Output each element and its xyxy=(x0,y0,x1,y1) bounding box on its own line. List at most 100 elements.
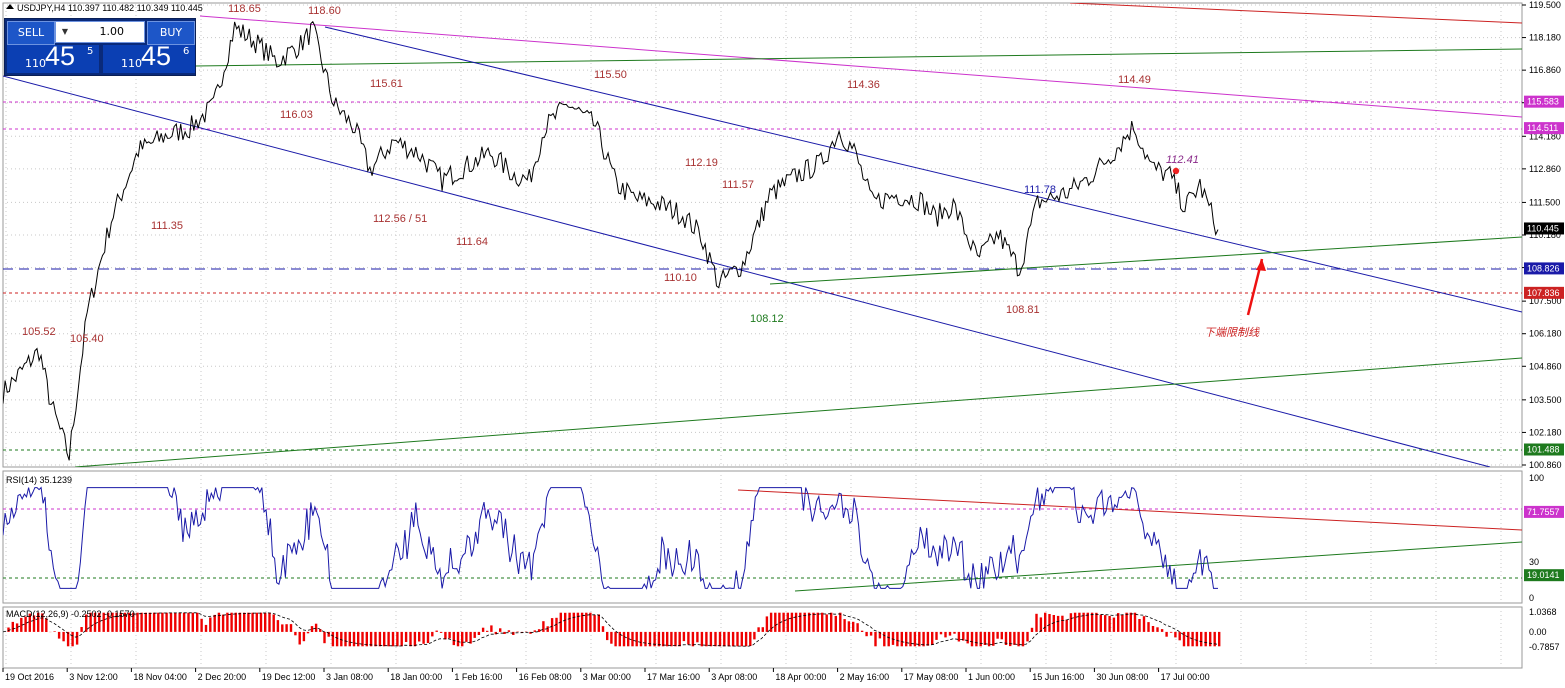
macd-bar xyxy=(71,631,74,647)
buy-price-quote[interactable]: 110 45 6 xyxy=(103,41,195,73)
macd-bar xyxy=(1218,631,1221,647)
macd-bar xyxy=(926,631,930,646)
macd-bar xyxy=(57,631,61,639)
macd-bar xyxy=(1056,615,1060,632)
macd-bar xyxy=(1090,612,1094,632)
macd-bar xyxy=(1174,631,1177,638)
macd-bar xyxy=(136,612,139,632)
blue-channel-lower-line[interactable] xyxy=(3,75,1491,467)
time-tick-label: 17 Mar 16:00 xyxy=(647,672,700,682)
red-resistance-line[interactable] xyxy=(1069,3,1522,24)
macd-bar xyxy=(799,612,802,632)
sell-price-quote[interactable]: 110 45 5 xyxy=(7,41,99,73)
macd-bar xyxy=(962,631,965,641)
macd-bar xyxy=(302,631,306,642)
macd-bar xyxy=(896,631,899,647)
macd-bar xyxy=(585,612,588,632)
macd-bar xyxy=(507,630,511,632)
macd-bar xyxy=(714,631,717,647)
macd-bar xyxy=(1209,631,1212,647)
macd-bar xyxy=(635,631,638,647)
macd-bar xyxy=(106,612,110,632)
price-tick-label: 110.180 xyxy=(1529,230,1561,240)
macd-bar xyxy=(157,612,160,632)
time-tick-label: 17 May 08:00 xyxy=(904,672,959,682)
macd-bar xyxy=(761,627,764,632)
rsi-green-trendline[interactable] xyxy=(794,541,1522,592)
price-tick-label: 111.500 xyxy=(1529,197,1560,207)
macd-bar xyxy=(111,612,114,632)
macd-bar xyxy=(718,631,722,647)
macd-bar xyxy=(869,631,873,636)
macd-bar xyxy=(85,614,88,632)
lot-size-field[interactable]: ▼ 1.00 xyxy=(55,21,145,43)
macd-bar xyxy=(744,631,748,647)
annotation-105-40: 105.40 xyxy=(70,333,104,345)
macd-bar xyxy=(1121,614,1124,632)
macd-bar xyxy=(1009,631,1012,647)
macd-bar xyxy=(340,631,343,647)
price-tag-box xyxy=(1524,443,1564,456)
annotation-105-52: 105.52 xyxy=(22,326,56,338)
macd-bar xyxy=(860,630,864,632)
macd-bar xyxy=(255,612,258,632)
symbol-menu-triangle-icon[interactable] xyxy=(6,4,14,9)
green-upper-line[interactable] xyxy=(194,48,1522,67)
buy-button[interactable]: BUY xyxy=(147,21,195,45)
macd-bar xyxy=(1142,616,1146,632)
rsi-axis[interactable]: 100 30 0 71.7557 19.0141 xyxy=(1524,473,1564,603)
macd-bar xyxy=(1191,631,1194,647)
macd-bar xyxy=(344,631,347,647)
macd-bar xyxy=(413,631,417,647)
macd-bar xyxy=(331,631,335,647)
macd-pane-frame xyxy=(2,606,1523,669)
macd-bar xyxy=(306,631,310,634)
macd-bar xyxy=(1108,616,1111,632)
macd-bar xyxy=(1069,613,1073,632)
macd-bar xyxy=(391,631,395,647)
macd-axis[interactable]: 1.0368 0.00 -0.7857 xyxy=(1529,607,1560,652)
macd-bar xyxy=(174,612,177,632)
macd-bar xyxy=(383,631,386,647)
time-tick-label: 3 Apr 08:00 xyxy=(711,672,757,682)
macd-bar xyxy=(696,631,699,643)
macd-bar xyxy=(786,612,789,632)
blue-channel-upper-line[interactable] xyxy=(324,26,1522,313)
rsi-tick-label: 30 xyxy=(1529,557,1539,567)
macd-bar xyxy=(32,615,36,632)
macd-bar xyxy=(757,627,760,632)
price-tick-label: 118.180 xyxy=(1529,33,1561,43)
annotation-114-36: 114.36 xyxy=(847,79,880,91)
macd-bar xyxy=(1004,631,1008,645)
macd-bar xyxy=(259,612,263,632)
macd-bar xyxy=(939,631,943,635)
time-tick-label: 17 Jul 00:00 xyxy=(1161,672,1210,682)
green-lower-support-line[interactable] xyxy=(74,357,1522,467)
macd-bar xyxy=(948,631,952,636)
macd-bar xyxy=(803,612,806,632)
macd-bar xyxy=(807,612,811,632)
macd-bar xyxy=(614,631,617,647)
macd-bar xyxy=(1026,631,1029,642)
sell-button[interactable]: SELL xyxy=(7,21,55,45)
time-axis[interactable]: 19 Oct 2016 3 Nov 12:00 18 Nov 04:00 2 Dec … xyxy=(2,668,1210,682)
main-price-axis[interactable]: 119.500118.180116.860115.540114.180112.8… xyxy=(1522,0,1562,470)
green-support-line[interactable] xyxy=(769,236,1522,285)
rsi-red-trendline[interactable] xyxy=(737,489,1522,531)
rsi-label: RSI(14) 35.1239 xyxy=(6,475,72,485)
macd-bar xyxy=(794,612,798,632)
macd-bar xyxy=(1160,629,1164,632)
macd-bar xyxy=(723,631,726,647)
macd-bar xyxy=(140,612,143,632)
macd-bar xyxy=(119,612,122,632)
macd-bar xyxy=(812,612,815,632)
lot-size-value[interactable]: 1.00 xyxy=(99,25,125,38)
macd-bar xyxy=(448,631,451,639)
macd-bar xyxy=(1129,612,1132,632)
magenta-resistance-line[interactable] xyxy=(199,15,1522,118)
macd-bar xyxy=(396,631,399,647)
macd-label: MACD(12,26,9) -0.2502 -0.1570 xyxy=(6,609,135,619)
lot-dropdown-icon[interactable]: ▼ xyxy=(61,27,69,36)
price-tag-label: 107.836 xyxy=(1527,288,1560,298)
